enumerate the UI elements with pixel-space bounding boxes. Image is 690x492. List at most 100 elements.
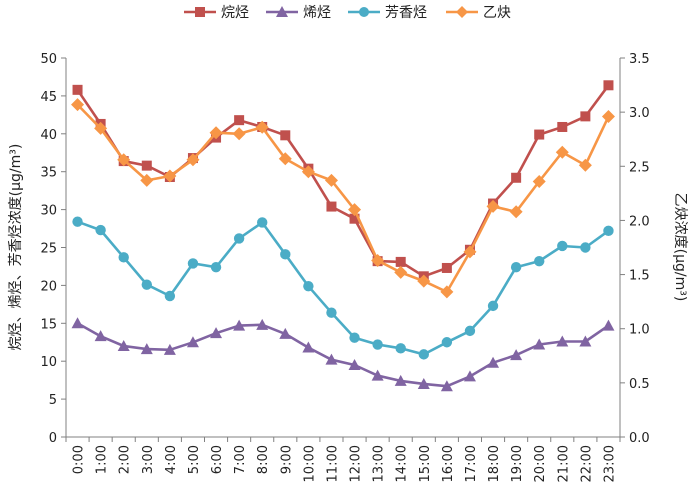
data-point xyxy=(534,255,545,267)
x-tick-label: 12:00 xyxy=(349,445,364,482)
data-point xyxy=(509,205,523,219)
data-point xyxy=(186,336,199,348)
data-point xyxy=(325,353,338,365)
data-point xyxy=(511,172,522,183)
data-point xyxy=(532,174,546,188)
y-tick-label-right: 3.0 xyxy=(629,106,650,121)
series-line xyxy=(76,84,610,278)
data-point xyxy=(326,201,337,212)
data-point xyxy=(394,265,408,279)
data-point xyxy=(95,224,106,236)
legend-item-acetylene[interactable]: 乙炔 xyxy=(446,5,511,21)
y-tick-label-left: 0 xyxy=(49,431,57,446)
legend-label-aromatic: 芳香烃 xyxy=(385,4,427,21)
data-point xyxy=(487,300,499,312)
data-point xyxy=(557,240,568,252)
data-point xyxy=(510,262,522,273)
data-point xyxy=(463,245,477,259)
data-point xyxy=(71,98,85,112)
x-tick-label: 11:00 xyxy=(325,445,340,482)
y-tick-label-right: 2.0 xyxy=(629,214,650,229)
y-tick-label-left: 35 xyxy=(40,166,57,181)
series-line xyxy=(77,220,610,356)
series-2 xyxy=(72,216,614,360)
x-tick-label: 14:00 xyxy=(395,445,410,482)
legend-marker-square xyxy=(195,7,205,17)
series-line xyxy=(76,322,610,388)
x-tick-label: 8:00 xyxy=(256,445,271,474)
data-point xyxy=(441,337,453,348)
data-point xyxy=(232,127,246,141)
series-3 xyxy=(71,98,615,299)
data-point xyxy=(557,121,568,132)
data-point xyxy=(417,377,430,389)
data-point xyxy=(234,115,245,126)
y-tick-label-right: 0.5 xyxy=(629,377,650,392)
data-point xyxy=(117,340,130,352)
data-point xyxy=(395,256,406,267)
data-point xyxy=(348,358,361,370)
series xyxy=(71,80,615,392)
data-point xyxy=(71,317,84,329)
data-point xyxy=(486,199,500,213)
data-point xyxy=(395,343,406,354)
y-tick-label-left: 50 xyxy=(40,52,57,67)
data-point xyxy=(371,369,384,381)
data-point xyxy=(580,111,591,122)
x-tick-label: 6:00 xyxy=(210,445,225,474)
data-point xyxy=(579,335,592,347)
data-point xyxy=(301,165,315,179)
data-point xyxy=(210,327,223,339)
data-point xyxy=(163,169,177,183)
data-point xyxy=(303,280,314,292)
x-tick-label: 13:00 xyxy=(372,445,387,482)
legend-item-aromatic[interactable]: 芳香烃 xyxy=(348,4,427,21)
data-point xyxy=(140,343,153,355)
legend-item-alkane[interactable]: 烷烃 xyxy=(184,5,249,21)
x-tick-label: 2:00 xyxy=(118,445,133,474)
y-tick-label-right: 2.5 xyxy=(629,160,650,175)
legend-label-alkane: 烷烃 xyxy=(221,5,249,21)
data-point xyxy=(164,290,176,302)
y-tick-label-right: 1.5 xyxy=(629,269,650,284)
data-point xyxy=(348,203,362,217)
data-point xyxy=(118,252,129,263)
data-point xyxy=(603,225,614,237)
y-tick-label-right: 0.0 xyxy=(629,431,650,446)
data-point xyxy=(186,153,200,167)
x-tick-label: 19:00 xyxy=(510,445,525,482)
data-point xyxy=(141,160,152,171)
data-point xyxy=(140,173,154,187)
data-point xyxy=(440,380,453,392)
data-point xyxy=(94,121,108,135)
data-point xyxy=(372,339,383,350)
data-point xyxy=(257,217,268,228)
y-tick-label-left: 10 xyxy=(40,355,57,370)
data-point xyxy=(603,80,614,91)
y-tick-label-left: 5 xyxy=(49,393,57,408)
data-point xyxy=(464,325,476,337)
data-point xyxy=(233,233,245,244)
y-tick-label-left: 30 xyxy=(40,204,57,219)
data-point xyxy=(602,319,615,331)
data-point xyxy=(556,335,569,347)
x-tick-label: 22:00 xyxy=(579,445,594,482)
data-point xyxy=(280,130,291,141)
data-point xyxy=(72,84,83,95)
data-point xyxy=(418,349,429,360)
legend-item-alkene[interactable]: 烯烃 xyxy=(266,5,331,21)
data-point xyxy=(94,330,107,342)
data-point xyxy=(534,129,545,140)
axes: 0 5 10 15 20 25 30 35 40 45 50 0.0 0.5 1.0 1.5 2.0 2.5 3.… xyxy=(40,52,649,482)
x-tick-label: 3:00 xyxy=(141,445,156,474)
data-point xyxy=(280,249,291,260)
data-point xyxy=(141,279,152,290)
data-point xyxy=(441,262,452,273)
x-tick-label: 9:00 xyxy=(279,445,294,474)
data-point xyxy=(163,343,176,355)
y-tick-label-left: 40 xyxy=(40,128,57,143)
series-0 xyxy=(72,80,614,282)
data-point xyxy=(326,307,337,318)
data-point xyxy=(210,262,222,273)
legend-marker-triangle xyxy=(276,6,288,17)
